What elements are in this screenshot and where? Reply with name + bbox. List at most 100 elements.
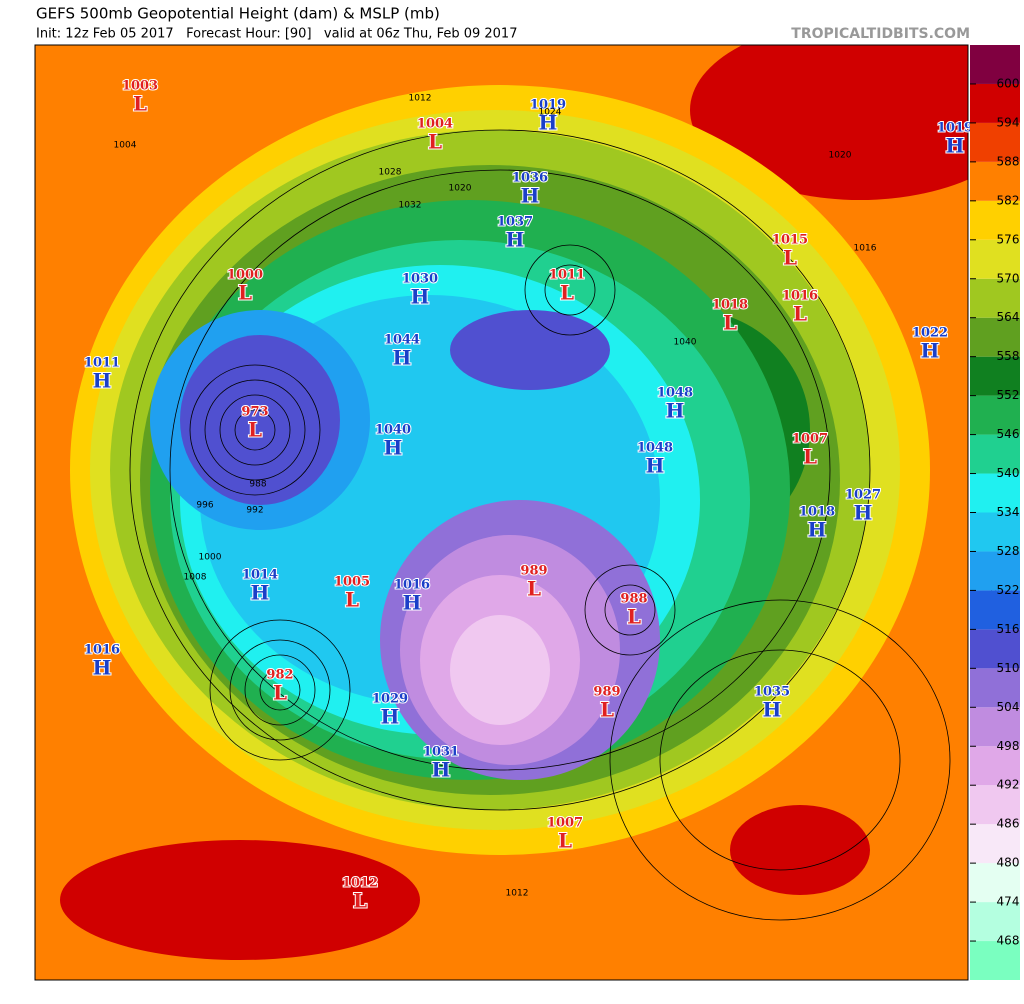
pressure-value: 989 (520, 564, 547, 579)
pressure-value: 1014 (242, 568, 278, 583)
pressure-letter: H (763, 698, 782, 722)
colorbar-label: 468 (997, 934, 1020, 948)
pressure-value: 1029 (372, 692, 408, 707)
pressure-letter: L (133, 92, 147, 116)
site-credit: TROPICALTIDBITS.COM (791, 26, 970, 42)
colorbar-band (970, 863, 1020, 903)
colorbar-label: 588 (997, 154, 1020, 168)
isobar-label: 1020 (829, 151, 852, 161)
colorbar-band (970, 239, 1020, 279)
colorbar-label: 576 (997, 232, 1020, 246)
pressure-letter: L (723, 311, 737, 335)
pressure-value: 1016 (84, 643, 120, 658)
colorbar-band (970, 473, 1020, 513)
pressure-letter: H (854, 501, 873, 525)
isobar-label: 1024 (539, 108, 562, 118)
colorbar-band (970, 83, 1020, 123)
title: GEFS 500mb Geopotential Height (dam) & M… (36, 5, 440, 23)
colorbar-band (970, 941, 1020, 980)
colorbar-label: 492 (997, 778, 1020, 792)
colorbar-label: 564 (997, 310, 1020, 324)
colorbar-label: 522 (997, 583, 1020, 597)
colorbar-label: 510 (997, 661, 1020, 675)
colorbar-band (970, 824, 1020, 864)
pressure-value: 1048 (657, 386, 693, 401)
colorbar-label: 474 (997, 895, 1020, 909)
pressure-value: 1016 (394, 578, 430, 593)
pressure-letter: L (627, 605, 641, 629)
pressure-value: 982 (266, 668, 293, 683)
pressure-letter: L (560, 281, 574, 305)
pressure-value: 989 (593, 685, 620, 700)
colorbar-band (970, 434, 1020, 474)
subtitle: Init: 12z Feb 05 2017 Forecast Hour: [90… (36, 27, 517, 42)
pressure-value: 1018 (712, 298, 748, 313)
pressure-value: 1048 (637, 441, 673, 456)
pressure-letter: H (432, 758, 451, 782)
pressure-letter: L (248, 418, 262, 442)
colorbar-band (970, 161, 1020, 201)
isobar-label: 1008 (184, 573, 207, 583)
isobar-label: 1028 (379, 168, 402, 178)
colorbar-band (970, 590, 1020, 630)
colorbar-band (970, 746, 1020, 786)
isobar-label: 1012 (506, 889, 529, 899)
pressure-value: 1035 (754, 685, 790, 700)
pressure-value: 1015 (772, 233, 808, 248)
colorbar-label: 540 (997, 466, 1020, 480)
pressure-value: 1040 (375, 423, 411, 438)
colorbar: 468 474 480 486 492 498 504 510 516 522 528 534 540 5… (970, 45, 1020, 980)
colorbar-band (970, 551, 1020, 591)
pressure-letter: L (527, 577, 541, 601)
isobar-label: 996 (196, 501, 213, 511)
pressure-letter: L (783, 246, 797, 270)
colorbar-band (970, 317, 1020, 357)
isobar-label: 1020 (449, 184, 472, 194)
colorbar-band (970, 356, 1020, 396)
pressure-value: 1016 (782, 289, 818, 304)
isobar-label: 1016 (854, 244, 877, 254)
pressure-value: 1007 (547, 816, 583, 831)
pressure-letter: L (353, 889, 367, 913)
pressure-value: 1027 (845, 488, 881, 503)
pressure-value: 1007 (792, 432, 828, 447)
colorbar-label: 498 (997, 739, 1020, 753)
map (34, 44, 969, 981)
pressure-value: 988 (620, 592, 647, 607)
colorbar-label: 594 (997, 115, 1020, 129)
pressure-value: 1044 (384, 333, 420, 348)
pressure-letter: L (345, 588, 359, 612)
isobar-label: 1000 (199, 553, 222, 563)
colorbar-band (970, 512, 1020, 552)
pressure-letter: H (646, 454, 665, 478)
pressure-letter: H (666, 399, 685, 423)
colorbar-band (970, 122, 1020, 162)
pressure-letter: H (393, 346, 412, 370)
pressure-value: 1005 (334, 575, 370, 590)
colorbar-label: 558 (997, 349, 1020, 363)
pressure-value: 1037 (497, 215, 533, 230)
pressure-letter: L (803, 445, 817, 469)
colorbar-label: 528 (997, 544, 1020, 558)
colorbar-band (970, 668, 1020, 708)
isobar-label: 1004 (114, 141, 137, 151)
pressure-value: 1036 (512, 171, 548, 186)
pressure-value: 1011 (84, 356, 120, 371)
colorbar-label: 480 (997, 856, 1020, 870)
colorbar-band (970, 707, 1020, 747)
isobar-label: 1012 (409, 94, 432, 104)
colorbar-band (970, 395, 1020, 435)
pressure-letter: H (384, 436, 403, 460)
pressure-value: 1012 (342, 876, 378, 891)
pressure-letter: H (539, 111, 558, 135)
isobar-label: 992 (246, 506, 263, 516)
colorbar-band (970, 629, 1020, 669)
pressure-letter: L (428, 130, 442, 154)
pressure-letter: H (93, 369, 112, 393)
colorbar-band (970, 200, 1020, 240)
pressure-letter: H (251, 581, 270, 605)
pressure-letter: H (921, 339, 940, 363)
isobar-label: 1040 (674, 338, 697, 348)
colorbar-label: 552 (997, 388, 1020, 402)
